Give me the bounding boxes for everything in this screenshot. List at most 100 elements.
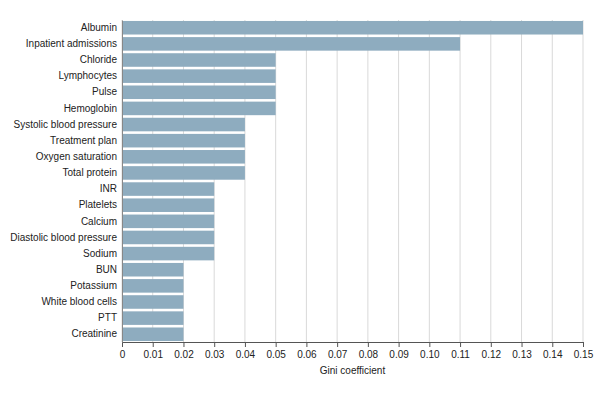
tick: Lymphocytes (58, 70, 117, 81)
tick: 0.03 (205, 342, 225, 360)
tick: White blood cells (41, 296, 117, 307)
tick-label: 0.03 (205, 349, 225, 360)
tick-label: 0 (120, 349, 126, 360)
grid (122, 20, 583, 342)
grid-line (429, 20, 430, 342)
category-label: Chloride (80, 54, 118, 65)
tick: 0.06 (297, 342, 317, 360)
tick-label: 0.12 (482, 349, 502, 360)
tick: Albumin (81, 22, 117, 33)
tick-mark (460, 342, 461, 347)
tick-label: 0.07 (328, 349, 348, 360)
tick: 0.13 (512, 342, 532, 360)
tick: Oxygen saturation (36, 151, 117, 162)
tick-mark (306, 342, 307, 347)
tick-label: 0.05 (266, 349, 286, 360)
bar (122, 150, 245, 164)
grid-line (183, 20, 184, 342)
bar (122, 118, 245, 132)
bar (122, 182, 214, 196)
category-label: Pulse (92, 86, 117, 97)
tick: Treatment plan (50, 135, 117, 146)
tick: Calcium (81, 216, 117, 227)
bar (122, 263, 183, 277)
category-label: Oxygen saturation (36, 151, 117, 162)
bar (122, 327, 183, 341)
bar (122, 85, 276, 99)
tick-mark (337, 342, 338, 347)
grid-line (552, 20, 553, 342)
tick-label: 0.04 (236, 349, 256, 360)
bar (122, 69, 276, 83)
tick: 0.12 (482, 342, 502, 360)
category-label: Lymphocytes (58, 70, 117, 81)
tick-mark (399, 342, 400, 347)
category-axis: Albumin Inpatient admissions Chloride Lymph… (10, 21, 122, 343)
grid-line (337, 20, 338, 342)
bar (122, 53, 276, 67)
tick-label: 0.11 (451, 349, 470, 360)
tick: BUN (96, 264, 117, 275)
axis-line (122, 21, 123, 343)
tick: Systolic blood pressure (14, 119, 118, 130)
category-label: Potassium (70, 280, 117, 291)
tick: Diastolic blood pressure (10, 232, 117, 243)
value-axis: 00.010.020.030.040.050.060.070.080.090.1… (120, 342, 594, 360)
tick: Platelets (79, 199, 117, 210)
grid-line (490, 20, 491, 342)
tick-mark (491, 342, 492, 347)
grid-line (152, 20, 153, 342)
grid-line (275, 20, 276, 342)
bar (122, 134, 245, 148)
category-label: Calcium (81, 216, 117, 227)
grid-line (306, 20, 307, 342)
tick: Potassium (70, 280, 117, 291)
bar (122, 247, 214, 261)
tick: 0.05 (266, 342, 286, 360)
tick: Inpatient admissions (26, 38, 117, 49)
bars (122, 21, 583, 341)
bar (122, 37, 460, 51)
grid-line (460, 20, 461, 342)
tick-mark (429, 342, 430, 347)
category-label: Diastolic blood pressure (10, 232, 117, 243)
grid-line (367, 20, 368, 342)
category-label: BUN (96, 264, 117, 275)
category-label: Sodium (83, 248, 117, 259)
tick-label: 0.13 (512, 349, 532, 360)
tick: Pulse (92, 86, 117, 97)
grid-line (214, 20, 215, 342)
category-label: Creatinine (71, 328, 117, 339)
tick-mark (245, 342, 246, 347)
tick: 0.02 (174, 342, 194, 360)
tick-label: 0.14 (543, 349, 563, 360)
bar (122, 215, 214, 229)
bar (122, 295, 183, 309)
tick: Chloride (80, 54, 118, 65)
category-label: Albumin (81, 22, 117, 33)
category-label: Treatment plan (50, 135, 117, 146)
chart: 00.010.020.030.040.050.060.070.080.090.1… (0, 0, 600, 400)
tick-label: 0.02 (174, 349, 194, 360)
bar (122, 166, 245, 180)
bar (122, 279, 183, 293)
tick-label: 0.09 (389, 349, 409, 360)
tick-label: 0.10 (420, 349, 440, 360)
tick: 0.14 (543, 342, 563, 360)
category-label: PTT (98, 312, 117, 323)
tick: 0.09 (389, 342, 409, 360)
bar (122, 311, 183, 325)
category-label: Inpatient admissions (26, 38, 117, 49)
tick: 0.04 (236, 342, 256, 360)
tick-label: 0.01 (143, 349, 163, 360)
category-label: Hemoglobin (64, 103, 117, 114)
grid-line (398, 20, 399, 342)
category-label: INR (100, 183, 117, 194)
tick-mark (552, 342, 553, 347)
category-label: White blood cells (41, 296, 117, 307)
category-label: Total protein (63, 167, 117, 178)
tick: 0.07 (328, 342, 348, 360)
bar (122, 231, 214, 245)
tick: Sodium (83, 248, 117, 259)
tick: 0.15 (574, 342, 594, 360)
